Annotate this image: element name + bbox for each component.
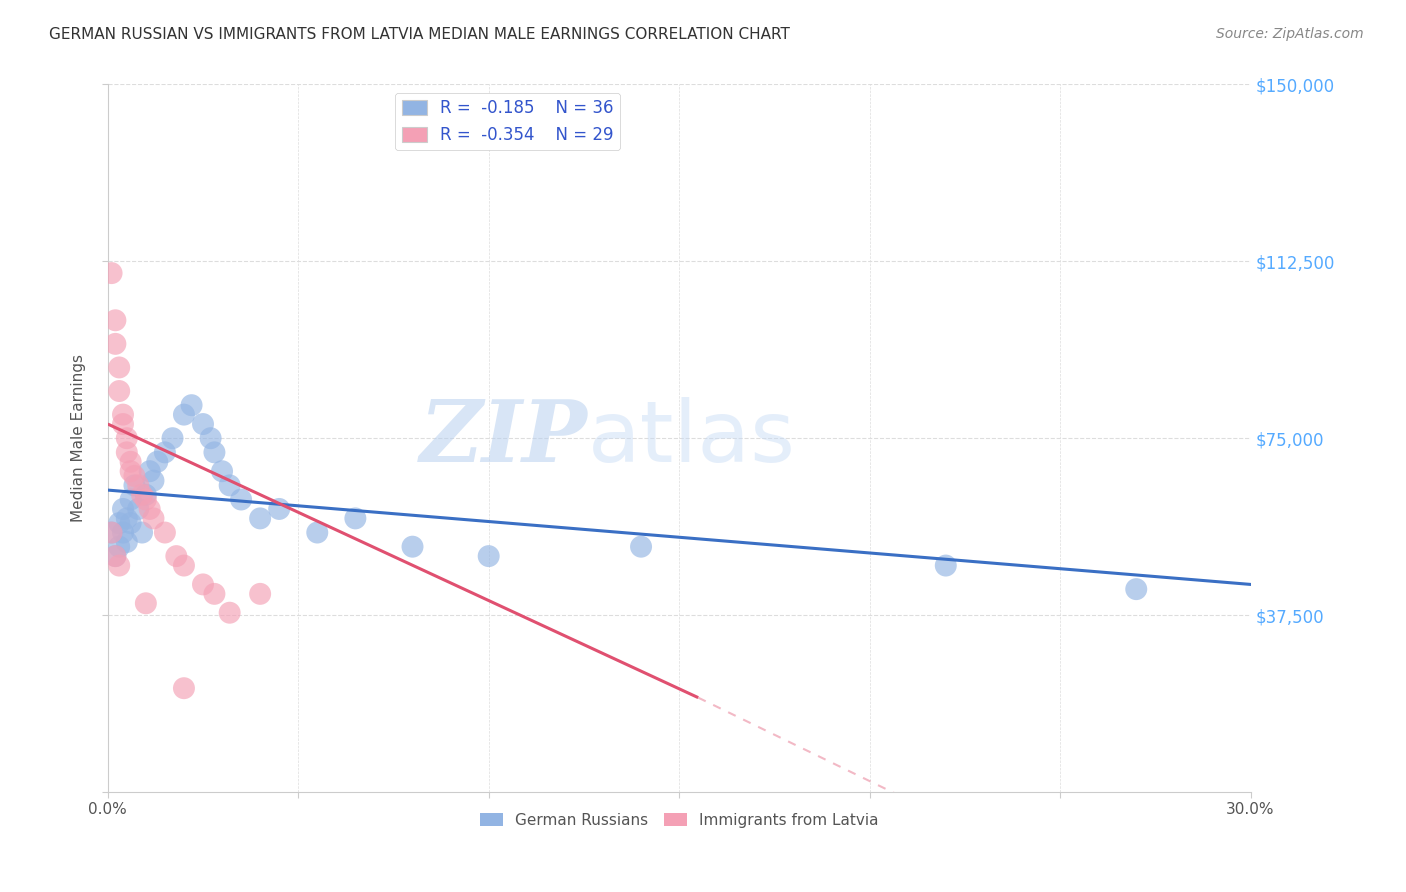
Point [138, 464, 160, 478]
Point [111, 408, 134, 422]
Point [100, 266, 122, 280]
Point [108, 558, 131, 573]
Point [131, 525, 153, 540]
Text: GERMAN RUSSIAN VS IMMIGRANTS FROM LATVIA MEDIAN MALE EARNINGS CORRELATION CHART: GERMAN RUSSIAN VS IMMIGRANTS FROM LATVIA… [49, 27, 790, 42]
Point [211, 464, 233, 478]
Point [218, 606, 240, 620]
Text: atlas: atlas [588, 397, 796, 480]
Point [307, 525, 329, 540]
Point [191, 577, 214, 591]
Point [173, 408, 195, 422]
Point [127, 502, 149, 516]
Point [204, 587, 226, 601]
Point [100, 525, 122, 540]
Point [630, 540, 652, 554]
Point [115, 511, 138, 525]
Point [111, 417, 134, 431]
Point [135, 488, 157, 502]
Point [115, 445, 138, 459]
Point [124, 469, 146, 483]
Point [218, 478, 240, 492]
Point [249, 511, 271, 525]
Point [478, 549, 501, 563]
Point [142, 511, 165, 525]
Point [108, 516, 131, 530]
Point [115, 535, 138, 549]
Point [127, 478, 149, 492]
Point [146, 455, 169, 469]
Point [108, 384, 131, 398]
Point [104, 549, 127, 563]
Point [173, 558, 195, 573]
Point [162, 431, 184, 445]
Point [135, 596, 157, 610]
Point [104, 336, 127, 351]
Point [229, 492, 252, 507]
Text: Source: ZipAtlas.com: Source: ZipAtlas.com [1216, 27, 1364, 41]
Point [269, 502, 291, 516]
Point [1125, 582, 1147, 596]
Point [120, 464, 142, 478]
Point [111, 525, 134, 540]
Point [180, 398, 202, 412]
Point [135, 492, 157, 507]
Point [142, 474, 165, 488]
Point [165, 549, 187, 563]
Point [204, 445, 226, 459]
Point [249, 587, 271, 601]
Point [108, 360, 131, 375]
Point [153, 445, 176, 459]
Text: ZIP: ZIP [420, 396, 588, 480]
Point [173, 681, 195, 696]
Point [120, 455, 142, 469]
Point [124, 478, 146, 492]
Point [401, 540, 423, 554]
Point [191, 417, 214, 431]
Legend: German Russians, Immigrants from Latvia: German Russians, Immigrants from Latvia [474, 806, 884, 834]
Point [100, 525, 122, 540]
Y-axis label: Median Male Earnings: Median Male Earnings [72, 354, 86, 522]
Point [935, 558, 957, 573]
Point [111, 502, 134, 516]
Point [138, 502, 160, 516]
Point [104, 313, 127, 327]
Point [200, 431, 222, 445]
Point [115, 431, 138, 445]
Point [344, 511, 367, 525]
Point [108, 540, 131, 554]
Point [120, 492, 142, 507]
Point [120, 516, 142, 530]
Point [104, 549, 127, 563]
Point [131, 488, 153, 502]
Point [153, 525, 176, 540]
